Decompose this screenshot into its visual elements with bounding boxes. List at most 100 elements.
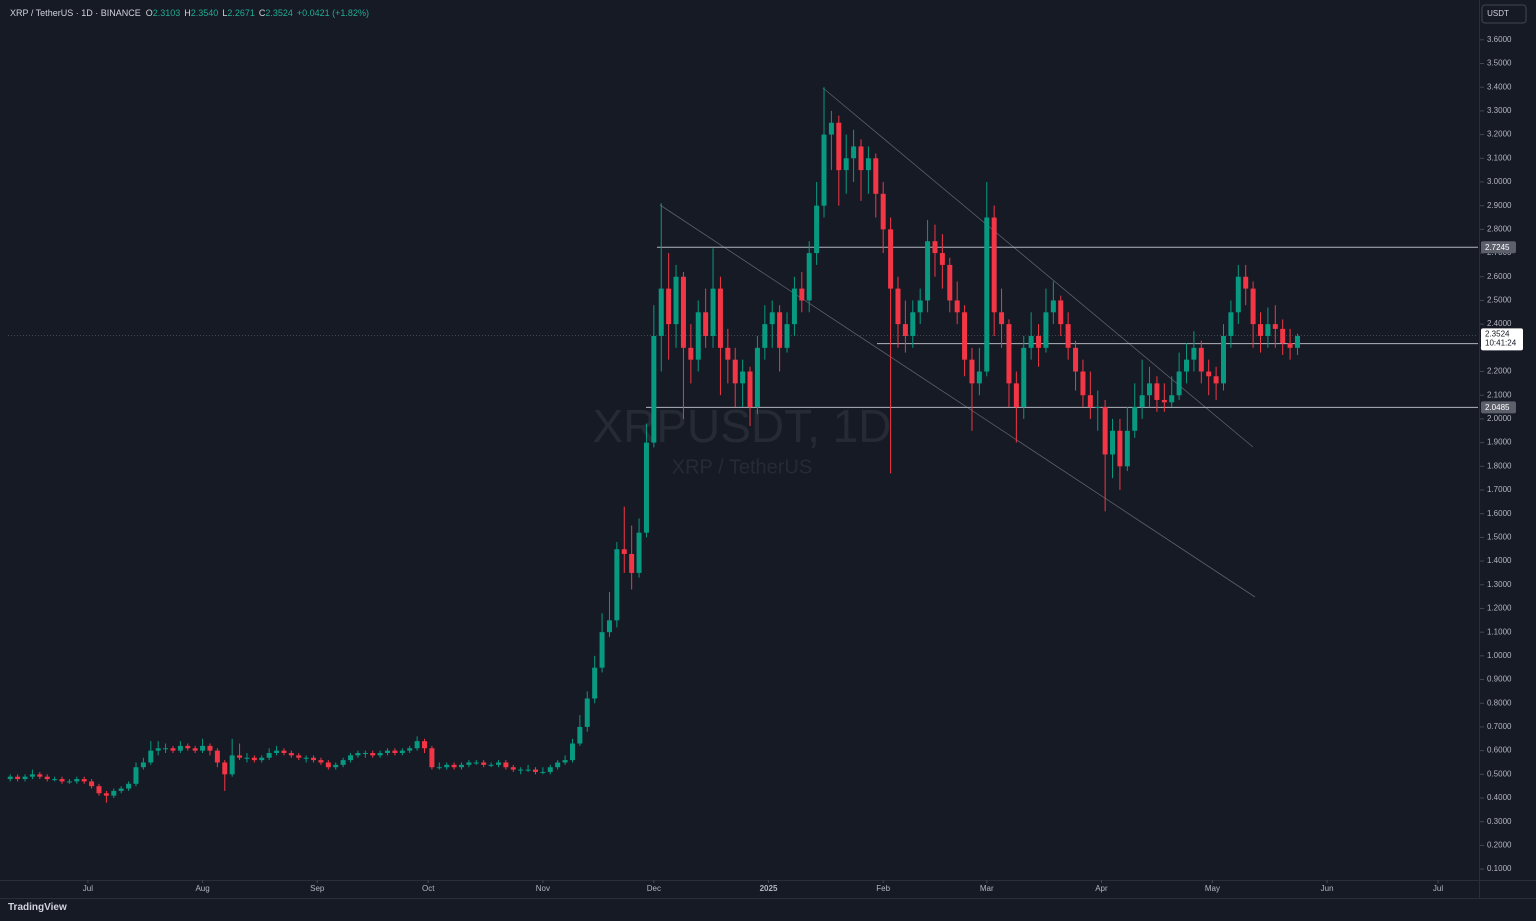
candle-body	[29, 774, 35, 777]
candle-body	[880, 193, 886, 230]
candle-body	[629, 553, 635, 573]
candle-body	[488, 764, 494, 766]
candle-body	[251, 757, 257, 761]
candle-body	[962, 312, 968, 360]
candle-body	[643, 442, 649, 533]
candle-body	[1050, 300, 1056, 313]
candle-body	[540, 771, 546, 773]
candle-body	[688, 347, 694, 360]
candle-body	[1087, 395, 1093, 408]
candle-body	[111, 790, 117, 796]
candle-body	[865, 158, 871, 171]
y-tick-label: 2.5000	[1487, 296, 1512, 305]
candle-body	[414, 741, 420, 749]
candle-body	[44, 776, 50, 780]
candle-body	[732, 359, 738, 384]
candle-body	[266, 752, 272, 758]
candle-body	[791, 288, 797, 325]
candle-body	[577, 726, 583, 744]
candle-body	[103, 793, 109, 796]
ohlc-key: H	[184, 8, 191, 18]
candle-body	[947, 264, 953, 301]
candle-body	[873, 158, 879, 194]
candle-body	[740, 371, 746, 384]
y-tick-label: 0.6000	[1487, 746, 1512, 755]
candle-body	[1013, 383, 1019, 408]
candle-body	[311, 757, 317, 761]
last-price-label: 2.3524	[1485, 330, 1510, 339]
ohlc-value: 2.3524	[265, 8, 293, 18]
candle-body	[1043, 312, 1049, 348]
y-tick-label: 3.3000	[1487, 106, 1512, 115]
candle-body	[74, 779, 80, 782]
branding-text: TradingView	[8, 902, 67, 913]
x-tick-label: Dec	[647, 884, 661, 893]
y-tick-label: 2.8000	[1487, 224, 1512, 233]
candle-body	[1294, 335, 1300, 348]
currency-label: USDT	[1487, 9, 1509, 18]
candle-body	[895, 288, 901, 325]
y-tick-label: 1.1000	[1487, 627, 1512, 636]
candle-body	[155, 748, 161, 751]
watermark-title: XRPUSDT, 1D	[592, 400, 891, 452]
y-tick-label: 1.7000	[1487, 485, 1512, 494]
candle-body	[1006, 324, 1012, 384]
candle-body	[621, 549, 627, 554]
candle-body	[1265, 324, 1271, 336]
candle-body	[429, 748, 435, 768]
candle-body	[939, 253, 945, 265]
candle-body	[784, 324, 790, 348]
candle-body	[1161, 399, 1167, 403]
y-tick-label: 1.9000	[1487, 438, 1512, 447]
candle-body	[991, 217, 997, 313]
trend-line-lower[interactable]	[659, 204, 1256, 598]
currency-box[interactable]	[1481, 4, 1527, 24]
y-tick-label: 3.5000	[1487, 59, 1512, 68]
branding[interactable]: TradingView	[8, 902, 67, 913]
y-tick-label: 3.1000	[1487, 153, 1512, 162]
candle-body	[1028, 335, 1034, 348]
candle-body	[1073, 347, 1079, 372]
ohlc-legend: O2.3103 H2.3540 L2.2671 C2.3524	[146, 8, 297, 18]
candle-body	[399, 750, 405, 753]
candle-body	[1021, 347, 1027, 408]
candle-body	[680, 276, 686, 348]
candle-body	[851, 146, 857, 159]
candle-body	[333, 764, 339, 768]
candle-body	[81, 779, 87, 782]
y-tick-label: 0.9000	[1487, 675, 1512, 684]
candle-body	[954, 300, 960, 313]
candle-body	[466, 762, 472, 765]
candle-body	[222, 762, 228, 775]
candle-body	[1206, 371, 1212, 377]
candle-body	[355, 752, 361, 756]
symbol-name[interactable]: XRP / TetherUS · 1D · BINANCE	[10, 8, 141, 18]
candle-body	[459, 764, 465, 768]
candle-body	[518, 769, 524, 771]
candle-body	[569, 743, 575, 761]
candle-body	[969, 359, 975, 384]
ohlc-key: L	[222, 8, 228, 18]
candle-body	[836, 122, 842, 171]
candle-body	[1036, 335, 1042, 348]
candle-body	[126, 783, 132, 789]
candle-body	[984, 217, 990, 372]
candle-body	[1213, 376, 1219, 384]
candle-body	[237, 755, 243, 758]
watermark-subtitle: XRP / TetherUS	[672, 456, 812, 478]
candle-body	[762, 324, 768, 348]
y-tick-label: 1.2000	[1487, 604, 1512, 613]
candle-body	[185, 745, 191, 749]
y-tick-label: 0.2000	[1487, 841, 1512, 850]
candle-body	[1110, 430, 1116, 455]
candle-body	[1117, 430, 1123, 467]
x-tick-label: Mar	[980, 884, 994, 893]
y-tick-label: 3.2000	[1487, 130, 1512, 139]
candle-body	[599, 632, 605, 668]
candle-body	[1257, 324, 1263, 336]
candle-body	[777, 312, 783, 348]
candle-body	[555, 762, 561, 768]
candle-body	[1139, 395, 1145, 408]
candle-body	[7, 776, 13, 780]
